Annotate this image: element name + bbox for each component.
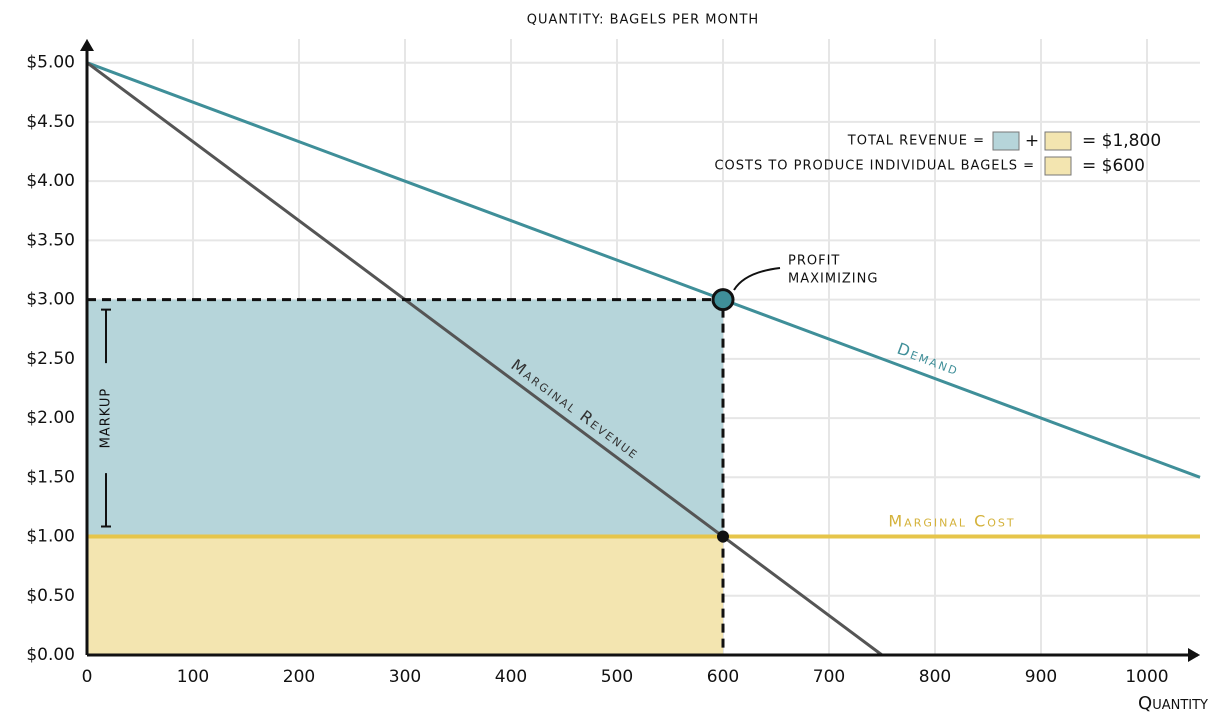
point: [717, 530, 729, 543]
x-axis-label: Quantity: [1138, 693, 1208, 714]
x-tick-label: 0: [82, 667, 93, 687]
y-tick-label: $0.50: [26, 586, 75, 606]
series-label: Marginal Cost: [888, 512, 1015, 531]
line: [86, 61, 1201, 479]
annotation: MARKUP: [99, 388, 114, 449]
annotation: PROFIT: [788, 254, 840, 269]
x-tick-label: 300: [389, 667, 421, 687]
legend-cost-label: COSTS TO PRODUCE INDIVIDUAL BAGELS =: [714, 159, 1035, 174]
legend-swatch: [1044, 156, 1072, 176]
y-tick-label: $3.50: [26, 230, 75, 250]
y-tick-label: $4.00: [26, 171, 75, 191]
y-tick-label: $2.50: [26, 349, 75, 369]
axis: [85, 43, 1198, 657]
region: [87, 536, 723, 655]
x-tick-label: 400: [495, 667, 527, 687]
leader-line: [733, 267, 781, 291]
x-tick-label: 700: [813, 667, 845, 687]
annotation: MAXIMIZING: [788, 272, 878, 287]
x-tick-label: 800: [919, 667, 951, 687]
legend-revenue-value: = $1,800: [1082, 131, 1161, 151]
point: [711, 288, 735, 312]
markup-bracket: [101, 308, 111, 528]
legend-cost-value: = $600: [1082, 156, 1145, 176]
y-tick-label: $1.00: [26, 527, 75, 547]
y-tick-label: $4.50: [26, 112, 75, 132]
legend-swatch: [1044, 131, 1072, 151]
legend-revenue-label: TOTAL REVENUE =: [847, 134, 985, 149]
y-tick-label: $3.00: [26, 290, 75, 310]
chart-title: QUANTITY: BAGELS PER MONTH: [527, 13, 759, 28]
x-tick-label: 200: [283, 667, 315, 687]
series-label: Demand: [895, 339, 963, 379]
x-tick-label: 100: [177, 667, 209, 687]
legend-plus: +: [1025, 131, 1039, 151]
y-tick-label: $0.00: [26, 645, 75, 665]
y-tick-label: $1.50: [26, 467, 75, 487]
x-tick-label: 1000: [1125, 667, 1168, 687]
x-tick-label: 600: [707, 667, 739, 687]
x-tick-label: 500: [601, 667, 633, 687]
legend-swatch: [992, 131, 1020, 151]
x-tick-label: 900: [1025, 667, 1057, 687]
y-tick-label: $5.00: [26, 53, 75, 73]
region: [87, 299, 723, 537]
line: [86, 61, 883, 657]
y-tick-label: $2.00: [26, 408, 75, 428]
